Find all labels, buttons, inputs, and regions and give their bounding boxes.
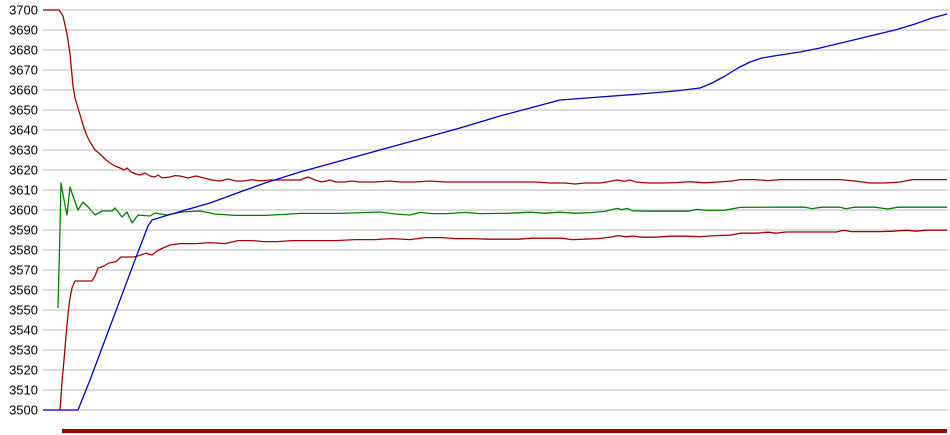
y-tick-label: 3570 xyxy=(9,263,38,278)
green-line xyxy=(57,182,947,309)
y-tick-label: 3600 xyxy=(9,203,38,218)
y-tick-label: 3550 xyxy=(9,303,38,318)
y-tick-label: 3640 xyxy=(9,123,38,138)
y-tick-label: 3530 xyxy=(9,343,38,358)
y-tick-label: 3700 xyxy=(9,3,38,18)
footer-bar xyxy=(62,429,947,433)
y-tick-label: 3670 xyxy=(9,63,38,78)
y-tick-label: 3680 xyxy=(9,43,38,58)
y-tick-label: 3650 xyxy=(9,103,38,118)
y-tick-label: 3690 xyxy=(9,23,38,38)
lower-red-line xyxy=(59,229,947,411)
y-tick-label: 3510 xyxy=(9,383,38,398)
y-tick-label: 3520 xyxy=(9,363,38,378)
y-tick-label: 3660 xyxy=(9,83,38,98)
y-tick-label: 3580 xyxy=(9,243,38,258)
y-tick-label: 3540 xyxy=(9,323,38,338)
blue-line xyxy=(43,13,948,411)
y-tick-label: 3630 xyxy=(9,143,38,158)
y-tick-label: 3500 xyxy=(9,403,38,418)
y-tick-label: 3610 xyxy=(9,183,38,198)
y-tick-label: 3560 xyxy=(9,283,38,298)
y-tick-label: 3620 xyxy=(9,163,38,178)
y-tick-label: 3590 xyxy=(9,223,38,238)
upper-red-line xyxy=(43,9,947,185)
